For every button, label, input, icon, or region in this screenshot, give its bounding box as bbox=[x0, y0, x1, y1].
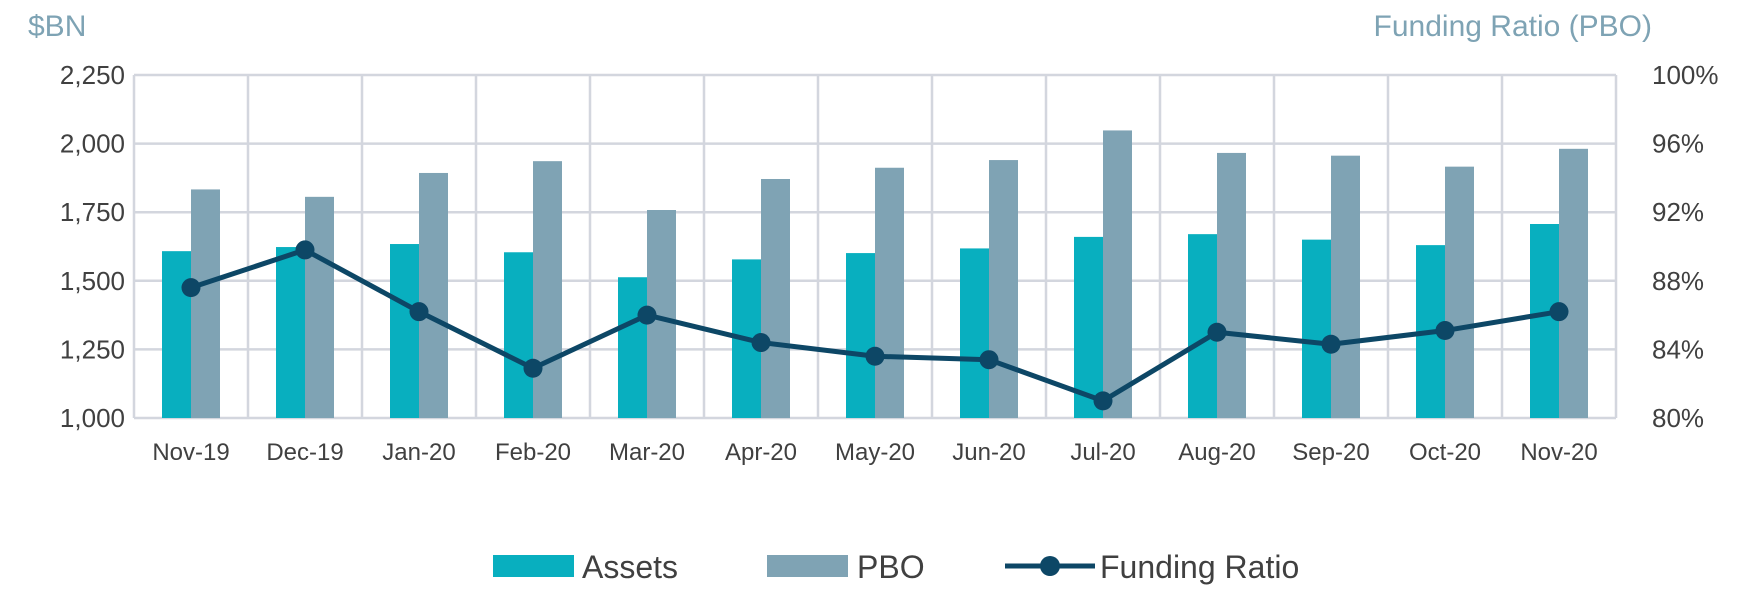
grid bbox=[132, 73, 1618, 420]
funding-ratio-point bbox=[1207, 322, 1227, 342]
funding-ratio-point bbox=[181, 278, 201, 298]
x-tick-label: Nov-19 bbox=[152, 439, 229, 466]
bar-pbo bbox=[761, 178, 790, 418]
funding-ratio-point bbox=[409, 302, 429, 322]
right-tick-label: 92% bbox=[1652, 197, 1704, 227]
bar-pbo bbox=[1445, 166, 1474, 418]
right-tick-label: 100% bbox=[1652, 60, 1719, 90]
legend-label-funding-ratio: Funding Ratio bbox=[1100, 549, 1299, 585]
legend-label-assets: Assets bbox=[582, 549, 678, 585]
x-tick-label: Oct-20 bbox=[1409, 439, 1481, 466]
bar-assets bbox=[618, 277, 647, 418]
funding-ratio-point bbox=[1435, 321, 1455, 341]
left-axis-unit: $BN bbox=[28, 10, 86, 43]
bar-pbo bbox=[419, 172, 448, 418]
x-tick-label: Nov-20 bbox=[1520, 439, 1597, 466]
bar-pbo bbox=[533, 161, 562, 418]
x-tick-label: Jan-20 bbox=[382, 439, 455, 466]
funding-ratio-point bbox=[1321, 334, 1341, 354]
funding-ratio-line bbox=[181, 240, 1569, 411]
bar-assets bbox=[1530, 223, 1559, 418]
x-tick-label: Apr-20 bbox=[725, 439, 797, 466]
bar-assets bbox=[504, 252, 533, 418]
left-tick-label: 2,000 bbox=[60, 129, 125, 159]
right-axis: 80% 84% 88% 92% 96% 100% bbox=[1652, 60, 1719, 433]
left-tick-label: 2,250 bbox=[60, 60, 125, 90]
right-axis-title: Funding Ratio (PBO) bbox=[1374, 10, 1652, 43]
right-tick-label: 88% bbox=[1652, 266, 1704, 296]
x-tick-label: Feb-20 bbox=[495, 439, 571, 466]
x-tick-label: Dec-19 bbox=[266, 439, 343, 466]
x-tick-label: Mar-20 bbox=[609, 439, 685, 466]
x-tick-label: Jun-20 bbox=[952, 439, 1025, 466]
bar-assets bbox=[1074, 236, 1103, 418]
right-tick-label: 84% bbox=[1652, 334, 1704, 364]
funding-ratio-point bbox=[523, 358, 543, 378]
funding-ratio-point bbox=[637, 305, 657, 325]
bar-pbo bbox=[191, 189, 220, 418]
legend-swatch-pbo bbox=[767, 555, 848, 577]
bar-pbo bbox=[305, 196, 334, 418]
left-tick-label: 1,750 bbox=[60, 197, 125, 227]
x-tick-label: Sep-20 bbox=[1292, 439, 1369, 466]
funding-ratio-point bbox=[1093, 391, 1113, 411]
bar-assets bbox=[960, 248, 989, 418]
x-tick-label: Jul-20 bbox=[1070, 439, 1135, 466]
bar-assets bbox=[1302, 239, 1331, 418]
bar-pbo bbox=[989, 160, 1018, 418]
x-tick-label: May-20 bbox=[835, 439, 915, 466]
bar-assets bbox=[276, 247, 305, 418]
legend-label-pbo: PBO bbox=[857, 549, 925, 585]
bar-assets bbox=[162, 251, 191, 418]
legend-marker-funding-ratio bbox=[1040, 556, 1060, 576]
x-axis: Nov-19 Dec-19 Jan-20 Feb-20 Mar-20 Apr-20 May-… bbox=[152, 439, 1597, 466]
bar-pbo bbox=[1331, 155, 1360, 419]
bar-pbo bbox=[1559, 148, 1588, 418]
right-tick-label: 80% bbox=[1652, 403, 1704, 433]
funding-ratio-point bbox=[1549, 302, 1569, 322]
legend-swatch-assets bbox=[493, 555, 574, 577]
funding-ratio-point bbox=[979, 350, 999, 370]
bar-pbo bbox=[1217, 152, 1246, 418]
funding-ratio-point bbox=[295, 240, 315, 260]
bar-pbo bbox=[1103, 130, 1132, 418]
left-axis: 1,000 1,250 1,500 1,750 2,000 2,250 bbox=[60, 60, 125, 433]
funding-ratio-point bbox=[865, 346, 885, 366]
left-tick-label: 1,000 bbox=[60, 403, 125, 433]
x-tick-label: Aug-20 bbox=[1178, 439, 1255, 466]
right-tick-label: 96% bbox=[1652, 129, 1704, 159]
bar-assets bbox=[390, 244, 419, 418]
bar-assets bbox=[846, 253, 875, 418]
left-tick-label: 1,500 bbox=[60, 266, 125, 296]
funding-ratio-point bbox=[751, 333, 771, 353]
legend: Assets PBO Funding Ratio bbox=[493, 549, 1299, 585]
bar-pbo bbox=[875, 167, 904, 418]
bars bbox=[162, 130, 1588, 419]
left-tick-label: 1,250 bbox=[60, 334, 125, 364]
